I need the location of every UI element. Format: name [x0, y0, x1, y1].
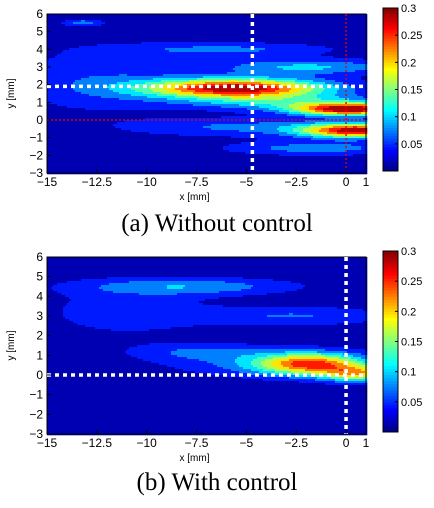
- y-tick-label: 0: [36, 368, 43, 382]
- x-tick-label: 0: [343, 436, 350, 450]
- y-axis-label: y [mm]: [6, 78, 17, 108]
- y-tick-label: −1: [29, 388, 43, 402]
- colorbar-tick-label: 0.1: [401, 367, 416, 379]
- contour-field-b: [47, 257, 367, 435]
- colorbar-tick-label: 0.3: [401, 246, 416, 258]
- caption-a: (a) Without control: [0, 210, 434, 238]
- y-tick-label: 3: [36, 60, 43, 74]
- x-tick-label: −5: [240, 436, 254, 450]
- y-axis-label: y [mm]: [6, 330, 17, 360]
- y-tick-label: 6: [36, 250, 43, 264]
- contour-field-a: [47, 14, 367, 174]
- x-tick-label: −10: [137, 436, 158, 450]
- x-tick-label: −2.5: [284, 436, 308, 450]
- colorbar-tick-label: 0.15: [401, 337, 422, 349]
- x-tick-label: −7.5: [185, 436, 209, 450]
- y-tick-label: −2: [29, 407, 43, 421]
- caption-b: (b) With control: [0, 469, 434, 497]
- x-axis-label: x [mm]: [180, 192, 210, 203]
- y-tick-label: 4: [36, 289, 43, 303]
- y-tick-label: 3: [36, 309, 43, 323]
- colorbar-tick-label: 0.25: [401, 276, 422, 288]
- x-tick-label: −10: [137, 175, 158, 189]
- colorbar-tick-label: 0.3: [401, 3, 416, 15]
- y-tick-label: 2: [36, 78, 43, 92]
- y-tick-label: 1: [36, 348, 43, 362]
- x-axis-label: x [mm]: [180, 453, 210, 464]
- y-tick-label: 4: [36, 42, 43, 56]
- x-tick-label: 1: [363, 175, 370, 189]
- colorbar-tick-label: 0.15: [401, 85, 422, 97]
- colorbar-tick-label: 0.25: [401, 30, 422, 42]
- colorbar-tick-label: 0.2: [401, 57, 416, 69]
- colorbar-a: 0.05 0.1 0.15 0.2 0.25 0.3: [383, 3, 422, 172]
- colorbar-tick-label: 0.2: [401, 306, 416, 318]
- colorbar-b: 0.05 0.1 0.15 0.2 0.25 0.3: [383, 246, 422, 433]
- x-tick-label: −7.5: [185, 175, 209, 189]
- y-tick-label: 0: [36, 113, 43, 127]
- y-tick-label: 6: [36, 7, 43, 21]
- y-tick-label: −3: [29, 427, 43, 441]
- x-tick-label: −2.5: [284, 175, 308, 189]
- colorbar-tick-label: 0.1: [401, 112, 416, 124]
- x-tick-label: −5: [240, 175, 254, 189]
- x-tick-label: 1: [363, 436, 370, 450]
- x-tick-label: −12.5: [82, 436, 113, 450]
- y-tick-label: −1: [29, 131, 43, 145]
- y-tick-label: 5: [36, 25, 43, 39]
- y-tick-label: 5: [36, 270, 43, 284]
- y-tick-label: 2: [36, 329, 43, 343]
- x-tick-label: 0: [343, 175, 350, 189]
- colorbar-tick-label: 0.05: [401, 139, 422, 151]
- x-tick-label: −12.5: [82, 175, 113, 189]
- colorbar-tick-label: 0.05: [401, 397, 422, 409]
- y-tick-label: −3: [29, 166, 43, 180]
- y-tick-label: −2: [29, 148, 43, 162]
- y-tick-label: 1: [36, 95, 43, 109]
